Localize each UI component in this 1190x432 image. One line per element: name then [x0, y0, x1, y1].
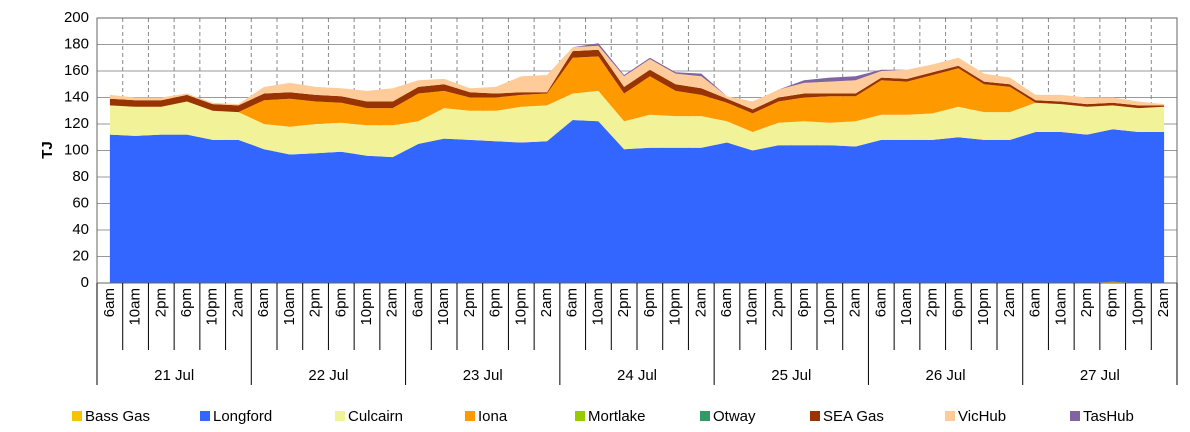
- legend-swatch: [1070, 411, 1080, 421]
- x-tick-label: 10am: [281, 288, 298, 326]
- x-tick-label: 6am: [255, 288, 272, 317]
- y-tick-label: 80: [72, 168, 89, 185]
- legend-swatch: [200, 411, 210, 421]
- x-tick-label: 10pm: [204, 288, 221, 326]
- legend-text: Bass Gas: [85, 408, 150, 425]
- day-label: 23 Jul: [463, 367, 503, 384]
- legend-swatch: [575, 411, 585, 421]
- x-tick-label: 10am: [127, 288, 144, 326]
- day-label: 25 Jul: [771, 367, 811, 384]
- x-tick-label: 2pm: [769, 288, 786, 317]
- x-tick-label: 2am: [229, 288, 246, 317]
- x-tick-label: 2am: [538, 288, 555, 317]
- day-label: 24 Jul: [617, 367, 657, 384]
- area: [109, 90, 1165, 158]
- legend-text: VicHub: [958, 408, 1006, 425]
- x-tick-label: 10am: [435, 288, 452, 326]
- x-tick-label: 2am: [1001, 288, 1018, 317]
- legend-text: TasHub: [1083, 408, 1134, 425]
- area: [109, 49, 1165, 114]
- day-label: 21 Jul: [154, 367, 194, 384]
- x-tick-label: 2am: [384, 288, 401, 317]
- x-tick-label: 6am: [1027, 288, 1044, 317]
- x-tick-label: 10pm: [667, 288, 684, 326]
- day-label: 27 Jul: [1080, 367, 1120, 384]
- x-tick-label: 2am: [847, 288, 864, 317]
- x-tick-label: 2am: [692, 288, 709, 317]
- legend-swatch: [810, 411, 820, 421]
- y-tick-label: 0: [81, 274, 89, 291]
- y-tick-label: 160: [64, 62, 89, 79]
- x-tick-label: 2am: [1155, 288, 1172, 317]
- x-tick-label: 6pm: [795, 288, 812, 317]
- day-label: 26 Jul: [926, 367, 966, 384]
- day-label: 22 Jul: [308, 367, 348, 384]
- y-tick-label: 140: [64, 88, 89, 105]
- x-tick-label: 2pm: [307, 288, 324, 317]
- x-tick-label: 10am: [744, 288, 761, 326]
- x-tick-label: 10pm: [975, 288, 992, 326]
- x-tick-label: 2pm: [1078, 288, 1095, 317]
- x-tick-label: 10am: [898, 288, 915, 326]
- legend-swatch: [700, 411, 710, 421]
- x-tick-label: 6am: [718, 288, 735, 317]
- x-tick-label: 2pm: [152, 288, 169, 317]
- x-tick-label: 2pm: [615, 288, 632, 317]
- x-tick-label: 6pm: [949, 288, 966, 317]
- area: [109, 56, 1165, 132]
- x-tick-label: 2pm: [924, 288, 941, 317]
- legend-text: SEA Gas: [823, 408, 884, 425]
- x-tick-label: 6pm: [487, 288, 504, 317]
- x-tick-label: 6pm: [641, 288, 658, 317]
- x-tick-label: 6am: [872, 288, 889, 317]
- legend-text: Iona: [478, 408, 508, 425]
- legend-text: Otway: [713, 408, 756, 425]
- x-tick-label: 10pm: [821, 288, 838, 326]
- legend-text: Culcairn: [348, 408, 403, 425]
- legend-swatch: [335, 411, 345, 421]
- y-tick-label: 40: [72, 221, 89, 238]
- y-tick-label: 180: [64, 35, 89, 52]
- x-tick-label: 10pm: [512, 288, 529, 326]
- x-tick-label: 6pm: [178, 288, 195, 317]
- x-tick-label: 6pm: [332, 288, 349, 317]
- legend-swatch: [465, 411, 475, 421]
- area: [109, 120, 1165, 283]
- legend-swatch: [945, 411, 955, 421]
- y-tick-label: 20: [72, 247, 89, 264]
- legend-text: Mortlake: [588, 408, 646, 425]
- x-tick-label: 10am: [589, 288, 606, 326]
- area: [109, 45, 1165, 110]
- x-tick-label: 6am: [101, 288, 118, 317]
- x-tick-label: 6am: [409, 288, 426, 317]
- y-tick-label: 100: [64, 141, 89, 158]
- legend-swatch: [72, 411, 82, 421]
- x-tick-label: 10pm: [358, 288, 375, 326]
- x-tick-label: 6pm: [1104, 288, 1121, 317]
- x-tick-label: 6am: [564, 288, 581, 317]
- x-tick-label: 2pm: [461, 288, 478, 317]
- y-axis-label: TJ: [39, 141, 56, 159]
- x-tick-label: 10pm: [1129, 288, 1146, 326]
- y-tick-label: 200: [64, 9, 89, 26]
- x-tick-label: 10am: [1052, 288, 1069, 326]
- legend-text: Longford: [213, 408, 272, 425]
- y-tick-label: 120: [64, 115, 89, 132]
- y-tick-label: 60: [72, 194, 89, 211]
